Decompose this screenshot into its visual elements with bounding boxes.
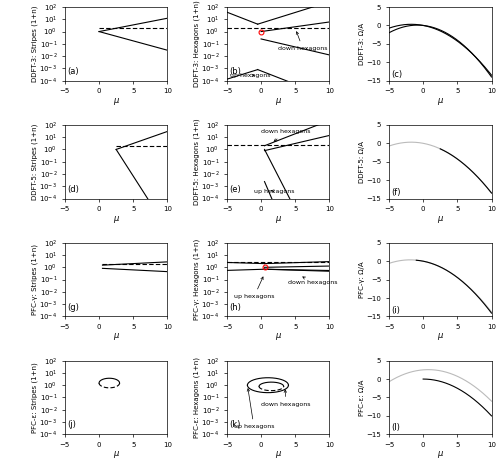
Text: down hexagons: down hexagons	[288, 277, 338, 285]
X-axis label: $\mu$: $\mu$	[113, 449, 120, 460]
Text: (d): (d)	[67, 184, 79, 194]
X-axis label: $\mu$: $\mu$	[113, 332, 120, 342]
Text: (k): (k)	[229, 420, 241, 429]
X-axis label: $\mu$: $\mu$	[437, 449, 444, 460]
X-axis label: $\mu$: $\mu$	[274, 213, 282, 225]
Text: (e): (e)	[229, 184, 241, 194]
Text: (b): (b)	[229, 67, 241, 76]
Y-axis label: PFC-ε: Stripes (1+n): PFC-ε: Stripes (1+n)	[31, 362, 38, 433]
Y-axis label: PFC-ε: Ω/A: PFC-ε: Ω/A	[359, 379, 365, 416]
Text: up hexagons: up hexagons	[234, 277, 274, 299]
Text: (c): (c)	[391, 70, 402, 79]
X-axis label: $\mu$: $\mu$	[113, 213, 120, 225]
X-axis label: $\mu$: $\mu$	[113, 96, 120, 106]
X-axis label: $\mu$: $\mu$	[437, 213, 444, 225]
Y-axis label: PFC-ε: Hexagons (1+n): PFC-ε: Hexagons (1+n)	[194, 357, 200, 438]
Y-axis label: DDFT-3: Hexagons (1+n): DDFT-3: Hexagons (1+n)	[194, 0, 200, 87]
Text: (i): (i)	[391, 305, 400, 315]
X-axis label: $\mu$: $\mu$	[274, 449, 282, 460]
Text: (f): (f)	[391, 188, 401, 197]
Text: (g): (g)	[67, 303, 79, 311]
X-axis label: $\mu$: $\mu$	[437, 96, 444, 106]
Y-axis label: DDFT-5: Stripes (1+n): DDFT-5: Stripes (1+n)	[31, 124, 38, 200]
X-axis label: $\mu$: $\mu$	[437, 332, 444, 342]
Y-axis label: PFC-γ: Stripes (1+n): PFC-γ: Stripes (1+n)	[31, 244, 38, 315]
Text: down hexagons: down hexagons	[261, 390, 310, 407]
Text: up hexagons: up hexagons	[234, 389, 274, 430]
Y-axis label: DDFT-5: Ω/A: DDFT-5: Ω/A	[359, 141, 365, 183]
Text: (j): (j)	[67, 420, 76, 429]
Text: up hexagons: up hexagons	[254, 189, 295, 194]
Y-axis label: PFC-γ: Hexagons (1+n): PFC-γ: Hexagons (1+n)	[194, 239, 200, 320]
Text: down hexagons: down hexagons	[278, 32, 328, 51]
Y-axis label: DDFT-3: Ω/A: DDFT-3: Ω/A	[359, 23, 365, 65]
Text: (a): (a)	[67, 67, 78, 76]
Text: (h): (h)	[229, 303, 241, 311]
X-axis label: $\mu$: $\mu$	[274, 332, 282, 342]
Text: down hexagons: down hexagons	[261, 129, 310, 142]
Y-axis label: PFC-γ: Ω/A: PFC-γ: Ω/A	[359, 261, 365, 298]
Text: up hexagons: up hexagons	[231, 73, 271, 78]
Y-axis label: DDFT-5: Hexagons (1+n): DDFT-5: Hexagons (1+n)	[194, 119, 200, 205]
Text: (l): (l)	[391, 424, 400, 432]
Y-axis label: DDFT-3: Stripes (1+n): DDFT-3: Stripes (1+n)	[31, 6, 38, 82]
X-axis label: $\mu$: $\mu$	[274, 96, 282, 106]
